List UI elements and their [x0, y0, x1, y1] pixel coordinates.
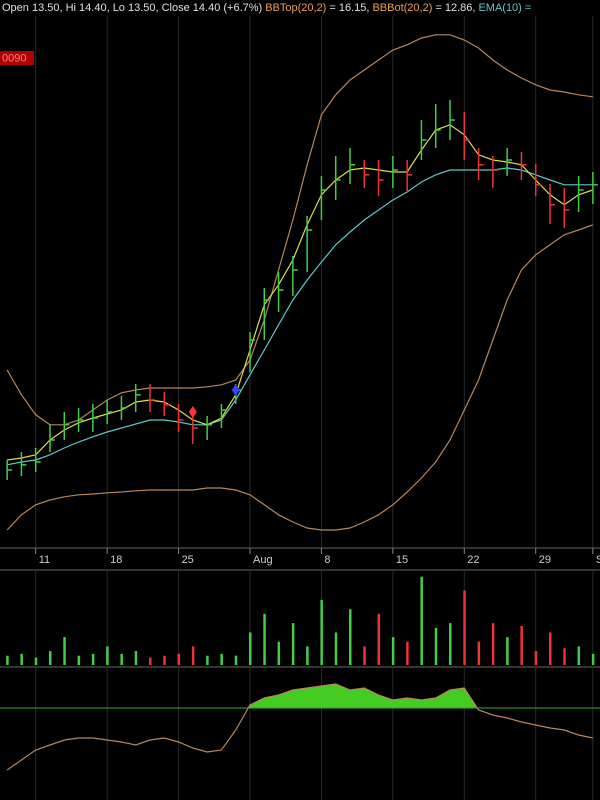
volume-bar — [177, 653, 181, 665]
volume-bar — [563, 648, 566, 665]
header-text: Open 13.50, Hi 14.40, Lo 13.50, Close 14… — [2, 2, 531, 14]
header-background — [0, 0, 600, 16]
volume-bar — [263, 613, 266, 665]
volume-bar — [406, 641, 409, 665]
volume-bar — [77, 655, 81, 665]
volume-bar — [377, 613, 381, 665]
volume-bar — [449, 623, 452, 665]
oscillator-line — [6, 683, 593, 771]
volume-bar — [49, 651, 52, 665]
x-tick-label: Aug — [253, 554, 273, 566]
header-item: BBTop(20,2) — [265, 2, 326, 14]
volume-bar — [320, 599, 323, 665]
volume-bar — [234, 655, 238, 665]
header-item: Open 13.50, Hi 14.40, Lo 13.50, Close 14… — [2, 2, 262, 14]
volume-bar — [291, 623, 295, 665]
volume-bar — [106, 646, 109, 665]
x-tick-label: 22 — [467, 554, 479, 566]
volume-bar — [120, 653, 123, 665]
volume-bar — [149, 657, 152, 665]
header-item: EMA(10) = — [478, 2, 531, 14]
price-tag: 0090 — [2, 52, 26, 64]
signal-marker — [188, 406, 197, 418]
indicator-line — [6, 34, 593, 426]
volume-bar — [206, 655, 209, 665]
volume-bar — [391, 637, 395, 665]
volume-bar — [363, 646, 366, 665]
volume-bar — [63, 637, 66, 665]
x-tick-label: 29 — [539, 554, 551, 566]
indicator-line — [7, 124, 594, 461]
volume-bar — [277, 641, 281, 665]
x-tick-label: 8 — [324, 554, 330, 566]
oscillator-fill — [7, 684, 593, 708]
volume-bar — [249, 632, 252, 665]
volume-bar — [134, 651, 138, 665]
volume-bar — [34, 657, 38, 665]
x-tick-label: 15 — [396, 554, 408, 566]
volume-bar — [6, 655, 9, 665]
volume-bar — [534, 651, 538, 665]
volume-bar — [549, 632, 552, 665]
volume-bar — [334, 632, 338, 665]
volume-bar — [463, 590, 466, 665]
volume-bar — [491, 623, 495, 665]
indicator-line — [6, 224, 594, 531]
price-tag-box — [0, 51, 34, 65]
volume-bar — [163, 655, 166, 665]
volume-bar — [91, 653, 95, 665]
volume-bar — [591, 653, 595, 665]
x-tick-label: 25 — [182, 554, 194, 566]
volume-bar — [477, 641, 481, 665]
volume-bar — [520, 625, 523, 665]
x-tick-label: 18 — [110, 554, 122, 566]
header-item: = 16.15, — [329, 2, 369, 14]
volume-bar — [220, 653, 223, 665]
volume-bar — [434, 627, 438, 665]
volume-bar — [306, 646, 309, 665]
volume-bar — [349, 609, 352, 665]
x-tick-label: S — [596, 554, 600, 566]
header-item: = 12.86, — [435, 2, 475, 14]
volume-bar — [20, 653, 23, 665]
x-tick-label: 11 — [39, 554, 50, 566]
volume-bar — [420, 576, 423, 665]
header-item: BBBot(20,2) — [372, 2, 432, 14]
volume-bar — [506, 637, 509, 665]
volume-bar — [191, 646, 195, 665]
signal-marker — [231, 384, 240, 396]
volume-bar — [577, 646, 581, 665]
